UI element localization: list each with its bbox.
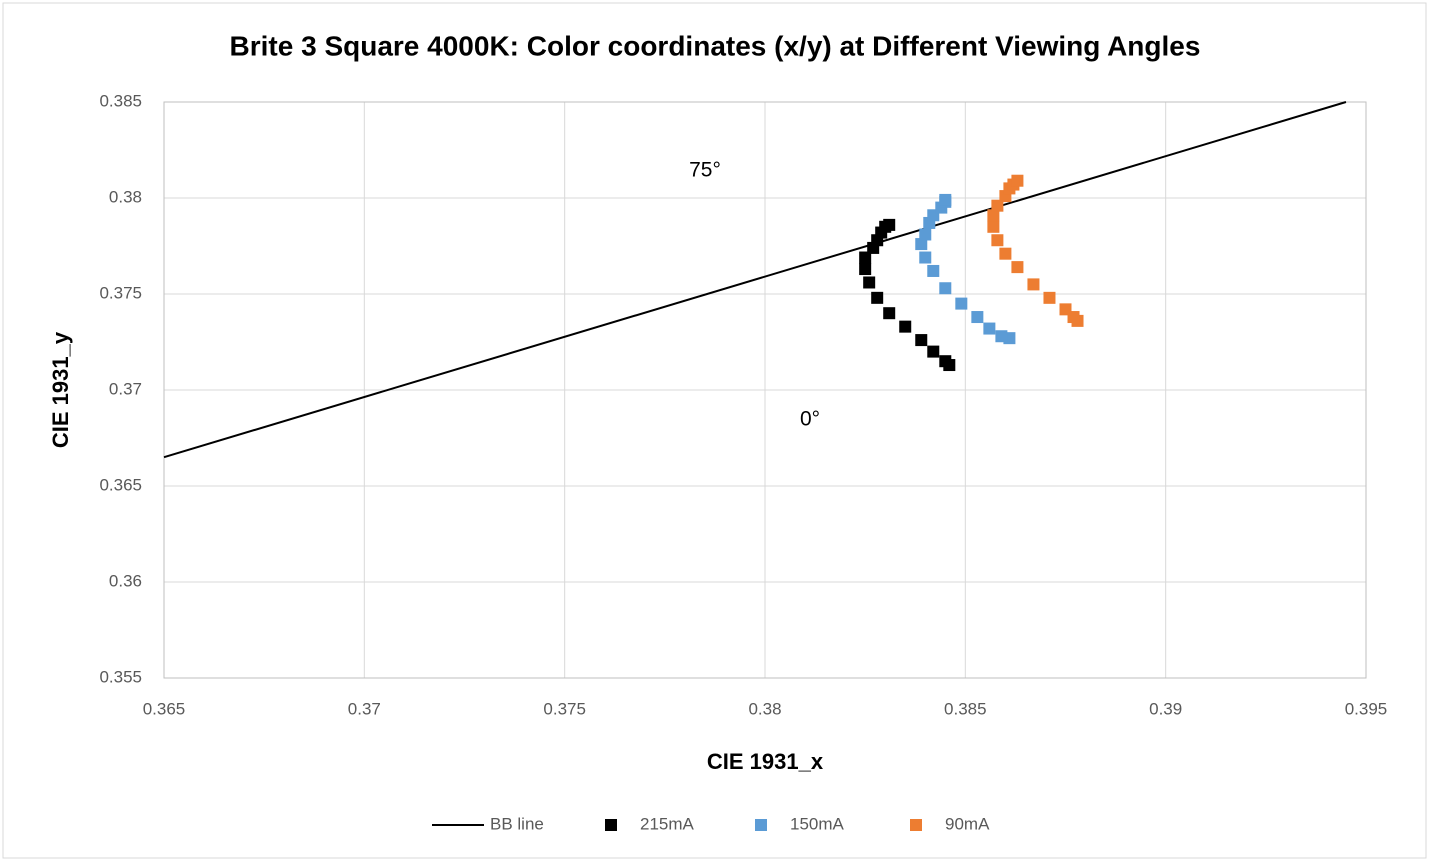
legend-swatch bbox=[605, 819, 617, 831]
chart-title: Brite 3 Square 4000K: Color coordinates … bbox=[230, 30, 1201, 61]
x-tick-label: 0.365 bbox=[143, 699, 186, 718]
marker bbox=[883, 218, 896, 231]
marker bbox=[1059, 303, 1072, 316]
marker bbox=[991, 234, 1004, 247]
legend-label: 150mA bbox=[790, 814, 845, 833]
marker bbox=[939, 282, 952, 295]
bb-line bbox=[163, 101, 1347, 459]
y-tick-label: 0.375 bbox=[99, 283, 142, 302]
marker bbox=[991, 199, 1004, 212]
marker bbox=[955, 297, 968, 310]
marker bbox=[871, 291, 884, 304]
marker bbox=[863, 276, 876, 289]
marker bbox=[915, 334, 928, 347]
y-tick-label: 0.365 bbox=[99, 475, 142, 494]
x-tick-label: 0.38 bbox=[748, 699, 781, 718]
marker bbox=[987, 220, 1000, 233]
marker bbox=[1011, 174, 1024, 187]
marker bbox=[987, 209, 1000, 222]
marker bbox=[919, 228, 932, 241]
marker bbox=[995, 330, 1008, 343]
legend-label: 90mA bbox=[945, 814, 990, 833]
x-axis-label: CIE 1931_x bbox=[707, 749, 824, 774]
y-tick-label: 0.36 bbox=[109, 571, 142, 590]
marker bbox=[999, 247, 1012, 260]
legend-swatch bbox=[910, 819, 922, 831]
y-axis-label: CIE 1931_y bbox=[48, 331, 73, 448]
marker bbox=[1011, 261, 1024, 274]
marker bbox=[915, 238, 928, 251]
x-tick-label: 0.395 bbox=[1345, 699, 1388, 718]
x-tick-label: 0.375 bbox=[543, 699, 586, 718]
marker bbox=[899, 320, 912, 333]
marker bbox=[939, 193, 952, 206]
marker bbox=[859, 263, 872, 276]
x-tick-label: 0.385 bbox=[944, 699, 987, 718]
marker bbox=[883, 307, 896, 320]
y-tick-label: 0.355 bbox=[99, 667, 142, 686]
annotation: 75° bbox=[689, 159, 721, 182]
marker bbox=[927, 264, 940, 277]
marker bbox=[1043, 291, 1056, 304]
plot-area bbox=[163, 101, 1367, 679]
x-tick-label: 0.39 bbox=[1149, 699, 1182, 718]
marker bbox=[859, 251, 872, 264]
y-tick-label: 0.385 bbox=[99, 91, 142, 110]
marker bbox=[939, 355, 952, 368]
y-tick-label: 0.37 bbox=[109, 379, 142, 398]
marker bbox=[983, 322, 996, 335]
legend-label: 215mA bbox=[640, 814, 695, 833]
y-tick-label: 0.38 bbox=[109, 187, 142, 206]
marker bbox=[927, 345, 940, 358]
marker bbox=[971, 311, 984, 324]
marker bbox=[919, 251, 932, 264]
marker bbox=[1027, 278, 1040, 291]
annotation: 0° bbox=[800, 408, 820, 431]
legend-swatch bbox=[755, 819, 767, 831]
legend-label: BB line bbox=[490, 814, 544, 833]
x-tick-label: 0.37 bbox=[348, 699, 381, 718]
